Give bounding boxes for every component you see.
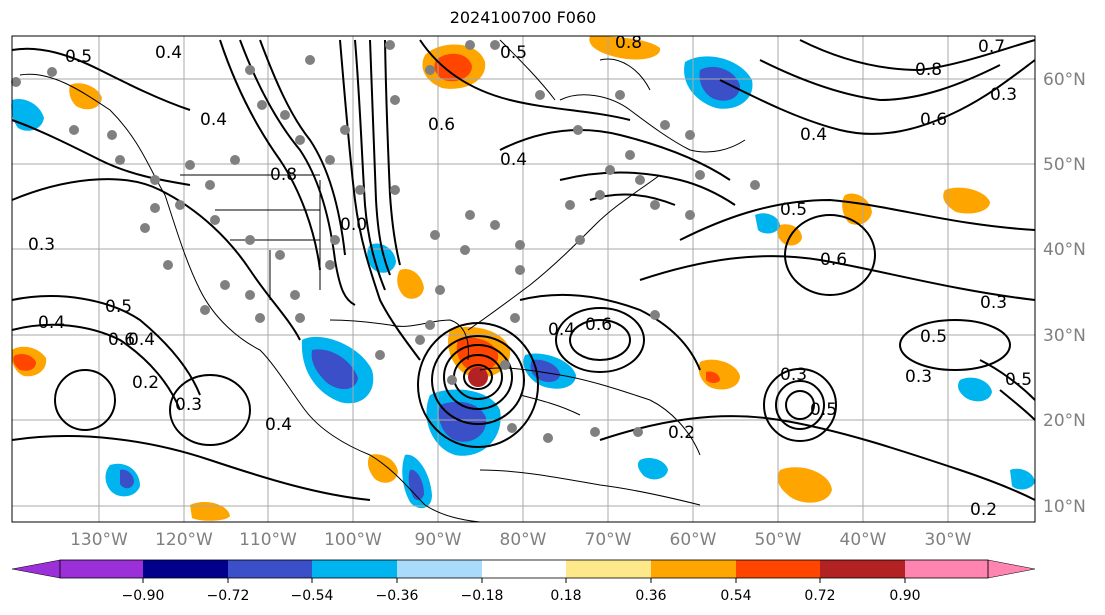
lon-label-70w: 70°W: [585, 530, 632, 550]
lon-label-40w: 40°W: [840, 530, 887, 550]
contour-label: 0.6: [920, 110, 947, 130]
contour-label: 0.4: [38, 313, 65, 333]
contour-label: 0.3: [780, 365, 807, 385]
contour-label: 0.2: [970, 500, 997, 520]
contour-label: 0.3: [28, 235, 55, 255]
colorbar-tick-label: 0.72: [804, 588, 835, 604]
colorbar-tick-label: 0.54: [720, 588, 751, 604]
contour-label: 0.4: [128, 330, 155, 350]
contour-label: 0.6: [108, 330, 135, 350]
colorbar-bin: [60, 560, 143, 578]
lon-label-90w: 90°W: [415, 530, 462, 550]
contour-label: 0.4: [548, 320, 575, 340]
colorbar-bin: [905, 560, 988, 578]
contour-label: 0.3: [980, 293, 1007, 313]
colorbar-bin: [482, 560, 566, 578]
colorbar-tick-label: −0.54: [291, 588, 334, 604]
contours: [11, 39, 1036, 501]
lat-label-30n: 30°N: [1043, 326, 1086, 346]
contour-label: 0.0: [340, 215, 367, 235]
contour-label: 0.4: [500, 150, 527, 170]
lon-label-50w: 50°W: [755, 530, 802, 550]
contour-label: 0.6: [585, 315, 612, 335]
colorbar-border: [59, 559, 989, 579]
contour-label: 0.4: [265, 415, 292, 435]
colorbar-extend-low: [11, 559, 61, 579]
colorbar: −0.90 −0.72 −0.54 −0.36 −0.18 0.18 0.36 …: [11, 559, 1036, 604]
lon-label-130w: 130°W: [70, 530, 128, 550]
lon-label-30w: 30°W: [925, 530, 972, 550]
colorbar-tick-label: −0.90: [122, 588, 165, 604]
lon-label-100w: 100°W: [324, 530, 382, 550]
lon-label-60w: 60°W: [670, 530, 717, 550]
lat-label-60n: 60°N: [1043, 70, 1086, 90]
colorbar-bin: [736, 560, 820, 578]
colorbar-tick-label: −0.18: [461, 588, 504, 604]
colorbar-bin: [566, 560, 651, 578]
lon-label-120w: 120°W: [155, 530, 213, 550]
contour-label: 0.5: [65, 47, 92, 67]
contour-label: 0.5: [1005, 370, 1032, 390]
contour-label: 0.5: [780, 200, 807, 220]
contour-label: 0.5: [105, 297, 132, 317]
contour-label: 0.5: [500, 43, 527, 63]
contour-label: 0.2: [668, 423, 695, 443]
colorbar-extend-high: [987, 559, 1036, 579]
lon-label-110w: 110°W: [239, 530, 297, 550]
lat-label-20n: 20°N: [1043, 411, 1086, 431]
contour-label: 0.3: [175, 395, 202, 415]
lat-label-10n: 10°N: [1043, 497, 1086, 517]
colorbar-tick-label: 0.18: [550, 588, 581, 604]
contour-label: 0.7: [978, 37, 1005, 57]
contour-labels: 0.5 0.4 0.4 0.8 0.6 0.5 0.4 0.8 0.7 0.8 …: [28, 33, 1032, 520]
contour-label: 0.8: [915, 60, 942, 80]
colorbar-bin: [397, 560, 482, 578]
lon-labels: 130°W 120°W 110°W 100°W 90°W 80°W 70°W 6…: [70, 530, 972, 550]
lat-label-40n: 40°N: [1043, 240, 1086, 260]
map-border: [11, 35, 1036, 523]
colorbar-bin: [651, 560, 736, 578]
contour-label: 0.4: [800, 125, 827, 145]
colorbar-bin: [228, 560, 312, 578]
coastlines: [19, 39, 746, 523]
colorbar-bin: [312, 560, 397, 578]
contour-label: 0.5: [810, 400, 837, 420]
contour-label: 0.3: [990, 85, 1017, 105]
colorbar-bin: [143, 560, 228, 578]
contour-label: 0.6: [820, 250, 847, 270]
lat-labels: 60°N 50°N 40°N 30°N 20°N 10°N: [1043, 70, 1086, 517]
colorbar-bin: [820, 560, 905, 578]
contour-label: 0.5: [920, 327, 947, 347]
map-title: 2024100700 F060: [449, 8, 597, 27]
gridlines: [12, 36, 1035, 522]
colorbar-tick-label: 0.36: [635, 588, 666, 604]
lon-label-80w: 80°W: [500, 530, 547, 550]
contour-label: 0.6: [428, 115, 455, 135]
lat-label-50n: 50°N: [1043, 155, 1086, 175]
contour-label: 0.8: [270, 165, 297, 185]
contour-label: 0.3: [905, 367, 932, 387]
colorbar-tick-label: −0.72: [207, 588, 250, 604]
contour-label: 0.8: [615, 33, 642, 53]
station-markers: [11, 40, 760, 443]
contour-label: 0.4: [155, 43, 182, 63]
contour-label: 0.2: [132, 373, 159, 393]
contour-label: 0.4: [200, 110, 227, 130]
colorbar-tick-label: 0.90: [889, 588, 920, 604]
colorbar-tick-label: −0.36: [376, 588, 419, 604]
